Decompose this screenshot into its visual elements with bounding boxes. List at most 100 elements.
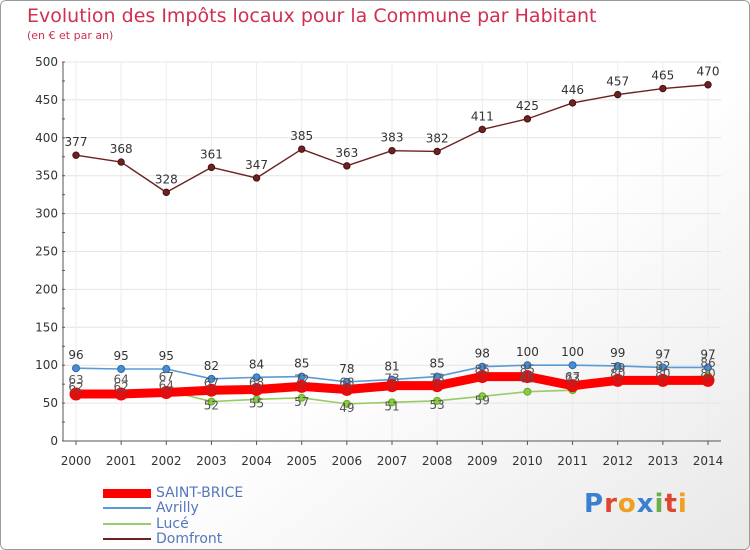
data-point-saint-brice — [520, 370, 534, 384]
legend-swatch-avrilly — [103, 507, 151, 509]
data-label-avrilly: 84 — [249, 357, 264, 371]
data-label-avrilly: 95 — [114, 349, 129, 363]
legend-item-avrilly: Avrilly — [103, 500, 199, 516]
data-point-domfront — [72, 151, 80, 159]
data-point-avrilly — [704, 363, 712, 372]
y-tick-label: 350 — [35, 169, 58, 183]
data-point-saint-brice — [204, 383, 218, 397]
legend-label-luc-: Lucé — [156, 516, 189, 532]
data-label-luc-: 65 — [520, 372, 535, 386]
x-tick-label: 2008 — [422, 454, 453, 468]
data-label-luc-: 57 — [294, 395, 309, 409]
data-label-domfront: 363 — [335, 146, 358, 160]
brand-logo-letter: x — [636, 489, 655, 519]
data-point-luc- — [342, 399, 351, 408]
x-tick-label: 2003 — [196, 454, 227, 468]
legend-item-domfront: Domfront — [103, 531, 222, 547]
data-label-domfront: 382 — [426, 131, 449, 145]
y-tick-label: 100 — [35, 358, 58, 372]
data-label-luc-: 67 — [159, 370, 174, 384]
data-point-domfront — [162, 188, 170, 197]
data-point-luc- — [297, 393, 306, 402]
data-label-domfront: 385 — [290, 129, 313, 143]
data-label-luc-: 49 — [339, 401, 354, 415]
x-tick-label: 2002 — [151, 454, 182, 468]
data-label-saint-brice: 85 — [520, 363, 535, 377]
data-label-avrilly: 82 — [204, 359, 219, 373]
data-label-domfront: 377 — [65, 135, 88, 149]
brand-logo-letter: i — [677, 489, 688, 519]
data-point-saint-brice — [159, 385, 173, 399]
data-label-luc-: 79 — [610, 361, 625, 375]
data-label-saint-brice: 72 — [294, 372, 309, 386]
data-point-domfront — [659, 84, 667, 93]
data-point-avrilly — [252, 373, 261, 382]
data-point-domfront — [207, 163, 216, 172]
data-label-avrilly: 99 — [610, 346, 625, 360]
x-tick-label: 2011 — [557, 454, 588, 468]
brand-logo-letter: P — [584, 489, 605, 519]
data-point-saint-brice — [250, 382, 264, 396]
y-tick-label: 500 — [35, 55, 58, 69]
data-point-saint-brice — [69, 387, 83, 401]
data-label-saint-brice: 73 — [384, 372, 399, 386]
data-label-saint-brice: 73 — [430, 372, 445, 386]
data-label-saint-brice: 68 — [249, 375, 264, 389]
data-point-domfront — [433, 147, 441, 156]
data-point-saint-brice — [385, 379, 399, 393]
x-tick-label: 2004 — [241, 454, 272, 468]
data-label-avrilly: 100 — [516, 345, 539, 359]
data-point-domfront — [614, 90, 622, 99]
data-label-luc-: 59 — [475, 393, 490, 407]
data-label-domfront: 457 — [606, 75, 629, 89]
legend-label-avrilly: Avrilly — [156, 500, 199, 516]
data-label-luc-: 86 — [700, 356, 715, 370]
data-label-avrilly: 98 — [475, 347, 490, 361]
x-tick-label: 2006 — [332, 454, 363, 468]
data-label-saint-brice: 68 — [339, 375, 354, 389]
x-tick-label: 2010 — [512, 454, 543, 468]
brand-logo: Proxiti — [584, 489, 688, 519]
data-point-saint-brice — [611, 373, 625, 387]
data-point-luc- — [207, 397, 216, 406]
data-label-saint-brice: 67 — [204, 376, 219, 390]
data-label-saint-brice: 80 — [700, 366, 715, 380]
y-tick-label: 250 — [35, 245, 58, 259]
data-label-saint-brice: 62 — [114, 380, 129, 394]
data-label-domfront: 328 — [155, 172, 178, 186]
data-label-domfront: 425 — [516, 99, 539, 113]
data-point-saint-brice — [114, 387, 128, 401]
data-label-avrilly: 81 — [384, 360, 399, 374]
data-label-saint-brice: 64 — [159, 378, 174, 392]
data-label-saint-brice: 73 — [565, 372, 580, 386]
data-label-luc-: 51 — [384, 399, 399, 413]
y-tick-label: 300 — [35, 207, 58, 221]
data-point-luc- — [388, 398, 396, 407]
brand-logo-letter: i — [654, 489, 665, 519]
data-point-domfront — [523, 115, 532, 123]
data-point-luc- — [433, 396, 442, 405]
data-point-saint-brice — [295, 379, 309, 393]
data-label-luc-: 55 — [249, 396, 264, 410]
data-label-saint-brice: 62 — [68, 380, 83, 394]
brand-logo-letter: t — [664, 489, 678, 519]
data-label-domfront: 368 — [110, 142, 133, 156]
x-tick-label: 2000 — [61, 454, 92, 468]
data-label-luc-: 82 — [655, 359, 670, 373]
legend-label-domfront: Domfront — [156, 531, 223, 547]
data-label-luc-: 52 — [204, 399, 219, 413]
x-tick-label: 2013 — [648, 454, 679, 468]
data-label-avrilly: 95 — [159, 349, 174, 363]
data-label-domfront: 465 — [651, 69, 674, 83]
data-point-saint-brice — [656, 373, 670, 387]
data-label-luc-: 53 — [430, 398, 445, 412]
data-point-avrilly — [207, 374, 216, 383]
data-label-avrilly: 97 — [700, 347, 715, 361]
data-point-domfront — [117, 158, 125, 166]
data-point-luc- — [523, 387, 532, 396]
y-tick-label: 150 — [35, 320, 58, 334]
x-tick-label: 2009 — [467, 454, 498, 468]
